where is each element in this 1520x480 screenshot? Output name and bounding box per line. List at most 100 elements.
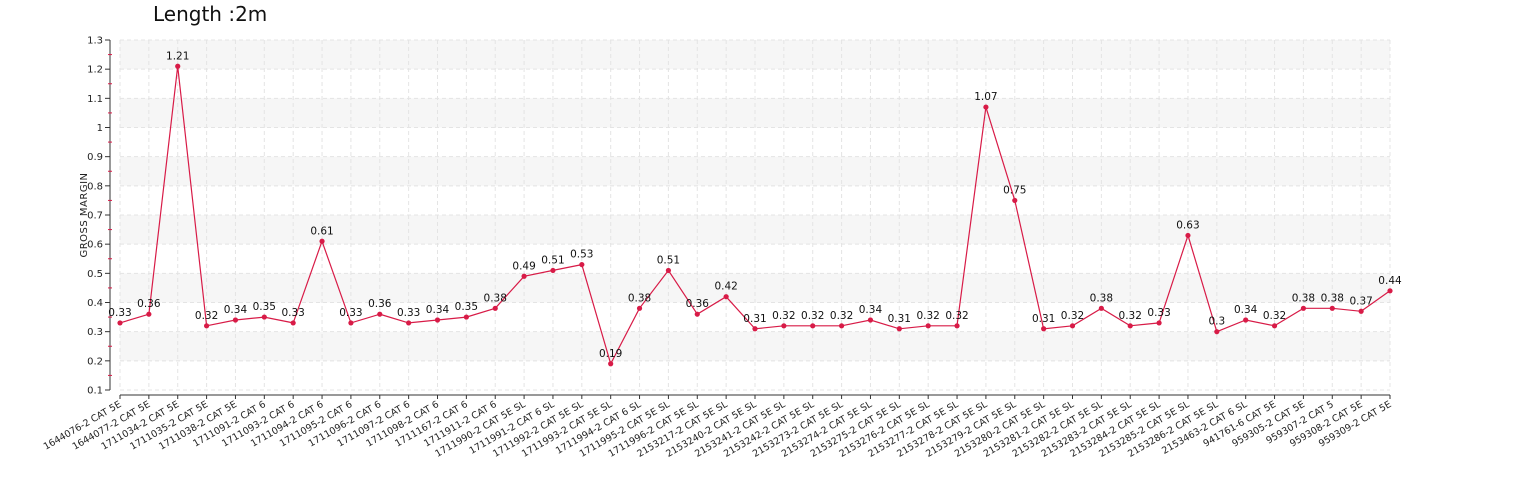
data-point xyxy=(290,320,296,326)
data-point xyxy=(1156,320,1162,326)
data-label: 0.33 xyxy=(1147,307,1170,319)
data-label: 0.35 xyxy=(253,301,276,313)
y-tick-label: 1 xyxy=(97,123,103,134)
y-axis-title: GROSS MARGIN xyxy=(79,172,90,257)
data-label: 0.38 xyxy=(1292,292,1315,304)
data-label: 0.33 xyxy=(397,307,420,319)
grid-lines xyxy=(119,39,1391,391)
data-label: 0.63 xyxy=(1176,219,1199,231)
y-tick-label: 0.8 xyxy=(87,181,103,192)
data-label: 0.32 xyxy=(1119,310,1142,322)
data-label: 0.3 xyxy=(1208,316,1225,328)
data-point xyxy=(608,361,614,367)
data-point xyxy=(723,294,729,300)
data-point xyxy=(636,305,643,311)
y-tick-label: 0.1 xyxy=(87,386,103,397)
data-point xyxy=(1041,326,1047,332)
data-label: 1.21 xyxy=(166,50,189,62)
data-label: 0.32 xyxy=(801,310,824,322)
data-point xyxy=(810,323,816,329)
data-point xyxy=(925,323,931,329)
data-point xyxy=(1098,305,1104,311)
data-point xyxy=(694,311,700,317)
data-point xyxy=(232,317,239,323)
data-point xyxy=(203,323,210,329)
data-point xyxy=(1214,329,1220,335)
data-point xyxy=(838,323,845,329)
data-label: 0.33 xyxy=(108,307,131,319)
data-point xyxy=(781,323,787,329)
y-tick-label: 0.7 xyxy=(87,211,103,222)
data-labels: 0.33 0.36 1.21 0.32 0.34 0.35 0.33 0.61 0.33 0.36… xyxy=(108,50,1402,360)
data-label: 0.37 xyxy=(1349,295,1372,307)
y-tick-label: 0.2 xyxy=(87,356,103,367)
data-label: 0.49 xyxy=(512,260,535,272)
chart-title: Length :2m xyxy=(153,2,268,26)
data-label: 0.32 xyxy=(945,310,968,322)
data-point xyxy=(665,267,672,274)
y-tick-label: 0.6 xyxy=(87,240,103,251)
data-label: 0.38 xyxy=(484,292,507,304)
y-tick-label: 1.1 xyxy=(87,94,103,105)
series-points xyxy=(117,63,1393,367)
data-point xyxy=(348,320,354,326)
data-label: 0.44 xyxy=(1378,275,1402,287)
data-point xyxy=(1243,317,1249,323)
data-point xyxy=(1271,323,1278,329)
y-tick-label: 0.4 xyxy=(87,298,103,309)
data-point xyxy=(1012,197,1018,204)
data-label: 0.33 xyxy=(339,307,362,319)
data-label: 0.36 xyxy=(686,298,710,310)
data-label: 0.53 xyxy=(570,249,593,261)
data-label: 0.42 xyxy=(714,281,737,293)
data-point xyxy=(1387,288,1393,294)
data-label: 0.31 xyxy=(888,313,911,325)
data-label: 0.34 xyxy=(224,304,248,316)
data-label: 0.51 xyxy=(657,254,680,266)
data-label: 0.32 xyxy=(830,310,853,322)
data-point xyxy=(434,317,441,323)
data-point xyxy=(1358,308,1364,314)
y-tick-label: 0.3 xyxy=(87,327,103,338)
data-label: 0.19 xyxy=(599,348,622,360)
data-label: 0.75 xyxy=(1003,184,1026,196)
data-label: 0.34 xyxy=(1234,304,1258,316)
data-point xyxy=(406,320,412,326)
data-label: 0.35 xyxy=(455,301,478,313)
data-label: 0.32 xyxy=(1263,310,1286,322)
data-point xyxy=(319,238,325,244)
data-point xyxy=(896,326,902,332)
data-label: 0.33 xyxy=(281,307,304,319)
y-tick-label: 1.3 xyxy=(87,36,103,47)
data-point xyxy=(752,326,758,332)
data-label: 0.61 xyxy=(310,225,333,237)
data-point xyxy=(1300,305,1307,311)
data-point xyxy=(1185,232,1191,239)
data-label: 0.51 xyxy=(541,254,564,266)
data-point xyxy=(521,273,527,279)
data-label: 0.38 xyxy=(628,292,651,304)
data-point xyxy=(146,311,152,317)
data-label: 0.36 xyxy=(368,298,392,310)
data-point xyxy=(867,317,874,323)
data-label: 0.34 xyxy=(426,304,450,316)
data-point xyxy=(377,311,383,317)
data-label: 0.36 xyxy=(137,298,161,310)
data-point xyxy=(117,320,123,326)
data-label: 0.32 xyxy=(916,310,939,322)
data-label: 0.31 xyxy=(743,313,766,325)
data-point xyxy=(579,261,585,268)
data-label: 0.32 xyxy=(1061,310,1084,322)
data-point xyxy=(1069,323,1076,329)
data-label: 0.31 xyxy=(1032,313,1055,325)
y-axis-ticks: 0.1 0.2 0.3 0.4 0.5 0.6 0.7 0.8 0.9 1 1.1 1.2 1.3 xyxy=(87,36,112,397)
data-point xyxy=(983,104,989,110)
data-point xyxy=(954,323,960,329)
data-label: 0.32 xyxy=(195,310,218,322)
data-label: 0.38 xyxy=(1090,292,1113,304)
y-tick-label: 0.5 xyxy=(87,269,103,280)
data-point xyxy=(463,314,469,320)
y-tick-label: 1.2 xyxy=(87,65,103,76)
data-point xyxy=(550,267,556,274)
